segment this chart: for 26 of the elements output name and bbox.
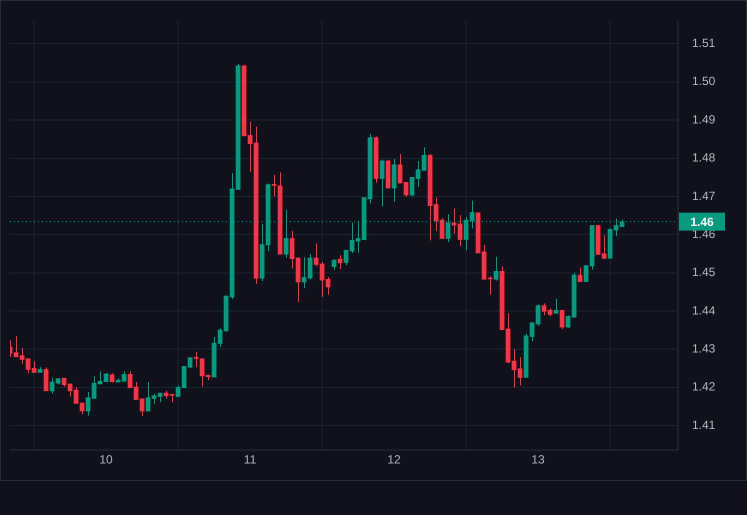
candlestick bbox=[110, 372, 114, 384]
x-tick-label: 13 bbox=[531, 452, 546, 467]
y-tick-label: 1.42 bbox=[692, 380, 716, 394]
y-tick-label: 1.43 bbox=[692, 342, 716, 356]
candlestick bbox=[338, 254, 342, 270]
candlestick bbox=[560, 310, 564, 330]
y-tick-label: 1.50 bbox=[692, 74, 716, 88]
y-tick-label: 1.49 bbox=[692, 112, 716, 126]
y-tick-label: 1.45 bbox=[692, 265, 716, 280]
y-tick-label: 1.47 bbox=[692, 188, 716, 203]
candlestick bbox=[554, 298, 558, 314]
candlestick bbox=[44, 367, 48, 392]
candlestick bbox=[578, 266, 582, 282]
y-tick-label: 1.48 bbox=[692, 150, 716, 165]
y-tick-label: 1.44 bbox=[692, 303, 716, 318]
candlestick bbox=[494, 256, 498, 281]
candlestick bbox=[272, 174, 276, 197]
x-tick-label: 11 bbox=[244, 452, 257, 467]
y-tick-label: 1.41 bbox=[692, 418, 716, 432]
x-tick-label: 10 bbox=[99, 452, 114, 467]
y-tick-label: 1.51 bbox=[692, 36, 716, 50]
candlestick bbox=[380, 159, 384, 207]
x-tick-label: 12 bbox=[387, 452, 402, 467]
candlestick bbox=[332, 258, 336, 270]
candlestick bbox=[194, 351, 198, 368]
candlestick bbox=[392, 158, 396, 202]
